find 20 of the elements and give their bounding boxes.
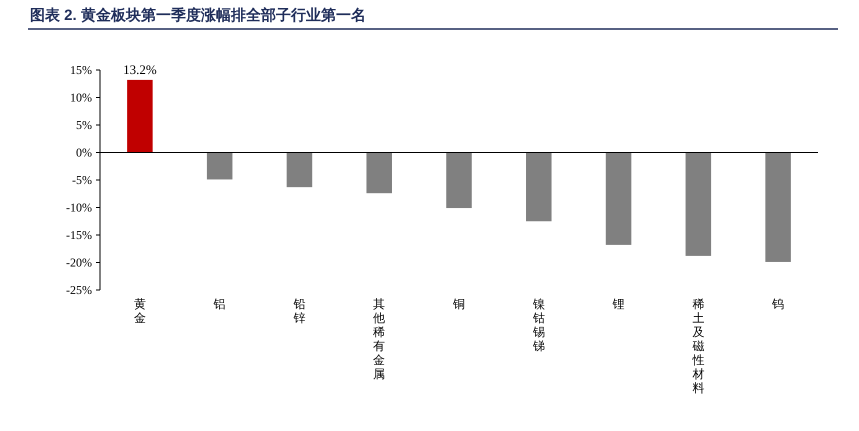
- y-tick-label: 15%: [70, 63, 92, 77]
- x-tick-label: 其他稀有金属: [373, 297, 386, 381]
- y-tick-label: -15%: [66, 228, 92, 242]
- x-tick-label: 黄金: [134, 297, 146, 325]
- x-tick-label: 铝: [212, 297, 226, 311]
- y-tick-label: 0%: [76, 146, 92, 160]
- data-label: 13.2%: [123, 62, 157, 77]
- y-tick-label: 5%: [76, 118, 92, 132]
- y-tick-label: -20%: [66, 256, 92, 270]
- y-tick-label: 10%: [70, 90, 92, 104]
- x-tick-label: 镍钴锡锑: [532, 297, 545, 353]
- x-tick-label: 铜: [452, 297, 465, 311]
- x-tick-label: 铅锌: [292, 297, 306, 325]
- x-tick-label: 稀土及磁性材料: [691, 297, 704, 395]
- x-tick-label: 锂: [612, 297, 625, 311]
- chart-title: 图表 2. 黄金板块第一季度涨幅排全部子行业第一名: [30, 6, 366, 24]
- y-tick-label: -10%: [66, 200, 92, 214]
- y-tick-label: -25%: [66, 283, 92, 297]
- y-tick-label: -5%: [72, 173, 92, 187]
- x-tick-label: 钨: [771, 297, 784, 311]
